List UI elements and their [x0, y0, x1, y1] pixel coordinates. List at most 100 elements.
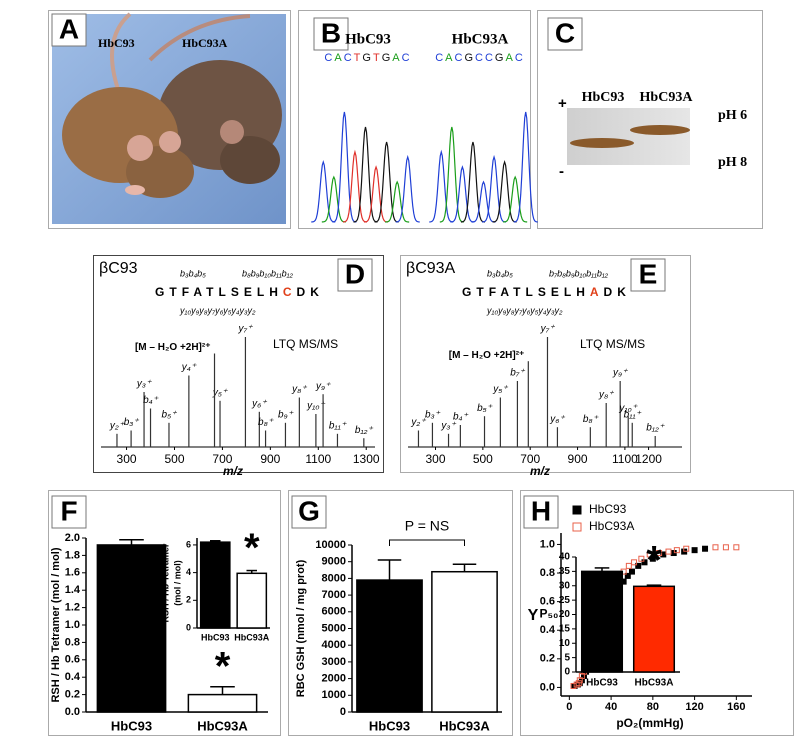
x-tick-label: HbC93: [586, 678, 618, 689]
y-tick-label: 3000: [322, 656, 346, 668]
y-tick-label: 10000: [315, 539, 346, 551]
x-tick-label: 120: [685, 701, 703, 713]
y-ions: y₁₀y₉y₈y₇y₆y₅y₄y₃y₂: [486, 305, 563, 315]
spectrum-title: βC93: [99, 260, 138, 277]
chromatogram-trace: [353, 126, 378, 223]
b-ions: b₇b₈b₉b₁₀b₁₁b₁₂: [549, 268, 609, 278]
chromatogram-trace: [429, 149, 454, 223]
y-tick-label: 1000: [322, 689, 346, 701]
x-tick-label: HbC93A: [635, 678, 674, 689]
peak-label: y₉⁺: [315, 381, 331, 392]
y-tick-label: 0.4: [65, 671, 81, 683]
x-tick-label: HbC93A: [234, 632, 270, 642]
y-tick-label: 10: [559, 638, 571, 649]
pole: +: [558, 95, 567, 112]
y-tick-label: 1.2: [65, 602, 80, 614]
mouse-label: HbC93: [98, 36, 135, 50]
x-tick-label: 1100: [612, 452, 638, 466]
panel-label-box: [337, 258, 373, 292]
data-point: [635, 562, 642, 569]
y-tick-label: 6000: [322, 606, 346, 618]
legend-label: HbC93: [589, 502, 627, 516]
x-tick-label: 900: [260, 452, 280, 466]
significance-mark: *: [215, 644, 231, 688]
data-point: [656, 550, 663, 557]
peak-label: b₇⁺: [510, 368, 525, 379]
y-tick-label: 9000: [322, 556, 346, 568]
y-tick-label: 15: [559, 624, 571, 635]
pole: -: [559, 163, 564, 180]
panel-frame: [93, 255, 384, 473]
y-axis-label: (mol / mol): [172, 560, 182, 606]
y-tick-label: 2: [186, 595, 191, 605]
chromatogram-trace: [481, 154, 507, 223]
x-tick-label: 700: [212, 452, 232, 466]
peak-label: b₅⁺: [162, 409, 178, 420]
panel-label: F: [60, 495, 77, 526]
bar: [96, 544, 167, 713]
panel-label-box: [291, 495, 327, 529]
x-tick-label: 900: [568, 452, 588, 466]
data-point: [712, 544, 719, 551]
panel-label-box: [523, 495, 559, 529]
y-axis-label: RBC GSH (nmol / mg prot): [295, 559, 307, 697]
y-tick-label: 0.8: [540, 567, 555, 579]
peak-label: y₅⁺: [212, 387, 228, 398]
bar: [431, 570, 498, 713]
y-tick-label: 0.8: [65, 636, 80, 648]
chromatogram-trace: [439, 126, 464, 223]
y-tick-label: 1.4: [65, 584, 81, 596]
peak-label: y₁₀⁺: [306, 401, 325, 412]
panel-label: G: [298, 495, 320, 526]
legend-label: HbC93A: [589, 519, 634, 533]
bar: [356, 579, 423, 713]
significance-mark: *: [244, 526, 260, 570]
chromatogram-trace: [450, 165, 475, 223]
x-tick-label: 500: [473, 452, 493, 466]
b-ions: b₃b₄b₅: [487, 268, 513, 278]
peak-label: [M – H₂O +2H]²⁺: [135, 342, 211, 353]
b-ions: b₃b₄b₅: [180, 268, 206, 278]
x-axis-label: pO₂(mmHg): [616, 716, 683, 730]
y-tick-label: 5000: [322, 622, 346, 634]
y-tick-label: 25: [559, 595, 571, 606]
peak-label: y₃⁺: [136, 379, 152, 390]
x-tick-label: 300: [117, 452, 137, 466]
x-tick-label: 80: [647, 701, 659, 713]
panel-frame: [48, 10, 291, 229]
peak-label: b₈⁺: [258, 417, 274, 428]
panel-label: D: [345, 258, 365, 289]
peak-label: y₆⁺: [549, 414, 565, 425]
gel: [567, 108, 690, 165]
ph-label: pH 6: [718, 108, 747, 123]
chromatogram-trace: [503, 175, 528, 223]
panel-frame: [537, 10, 763, 229]
y-tick-label: 5: [564, 652, 570, 663]
peak-label: y₃⁺: [440, 420, 456, 431]
x-tick-label: 0: [566, 701, 572, 713]
mouse-photo: [52, 12, 286, 224]
y-tick-label: 20: [559, 609, 571, 620]
peak-label: y₂⁺: [410, 417, 426, 428]
bar: [199, 541, 231, 629]
y-tick-label: 2.0: [65, 532, 80, 544]
y-tick-label: 0.2: [65, 689, 80, 701]
peptide-sequence: GTFATLSELHADK: [462, 285, 631, 299]
peak-label: b₄⁺: [453, 412, 469, 423]
peak-label: y₆⁺: [251, 398, 267, 409]
y-tick-label: 0.6: [540, 596, 555, 608]
panel-label-box: [547, 17, 583, 51]
chromatogram-trace: [460, 141, 486, 223]
data-point: [733, 544, 740, 551]
x-tick-label: 1100: [305, 452, 331, 466]
peptide-sequence: GTFATLSELHCDK: [155, 285, 324, 299]
chromatogram-trace: [492, 159, 517, 223]
peak-label: y₅⁺: [492, 384, 508, 395]
x-tick-label: HbC93: [111, 718, 152, 733]
data-point: [641, 559, 648, 566]
legend-marker: [572, 505, 582, 515]
y-axis-label: RSH / Hb Tetramer: [160, 543, 170, 622]
y-tick-label: 8000: [322, 572, 346, 584]
peak-label: y₄⁺: [181, 362, 197, 373]
chromatogram-trace: [374, 141, 399, 223]
